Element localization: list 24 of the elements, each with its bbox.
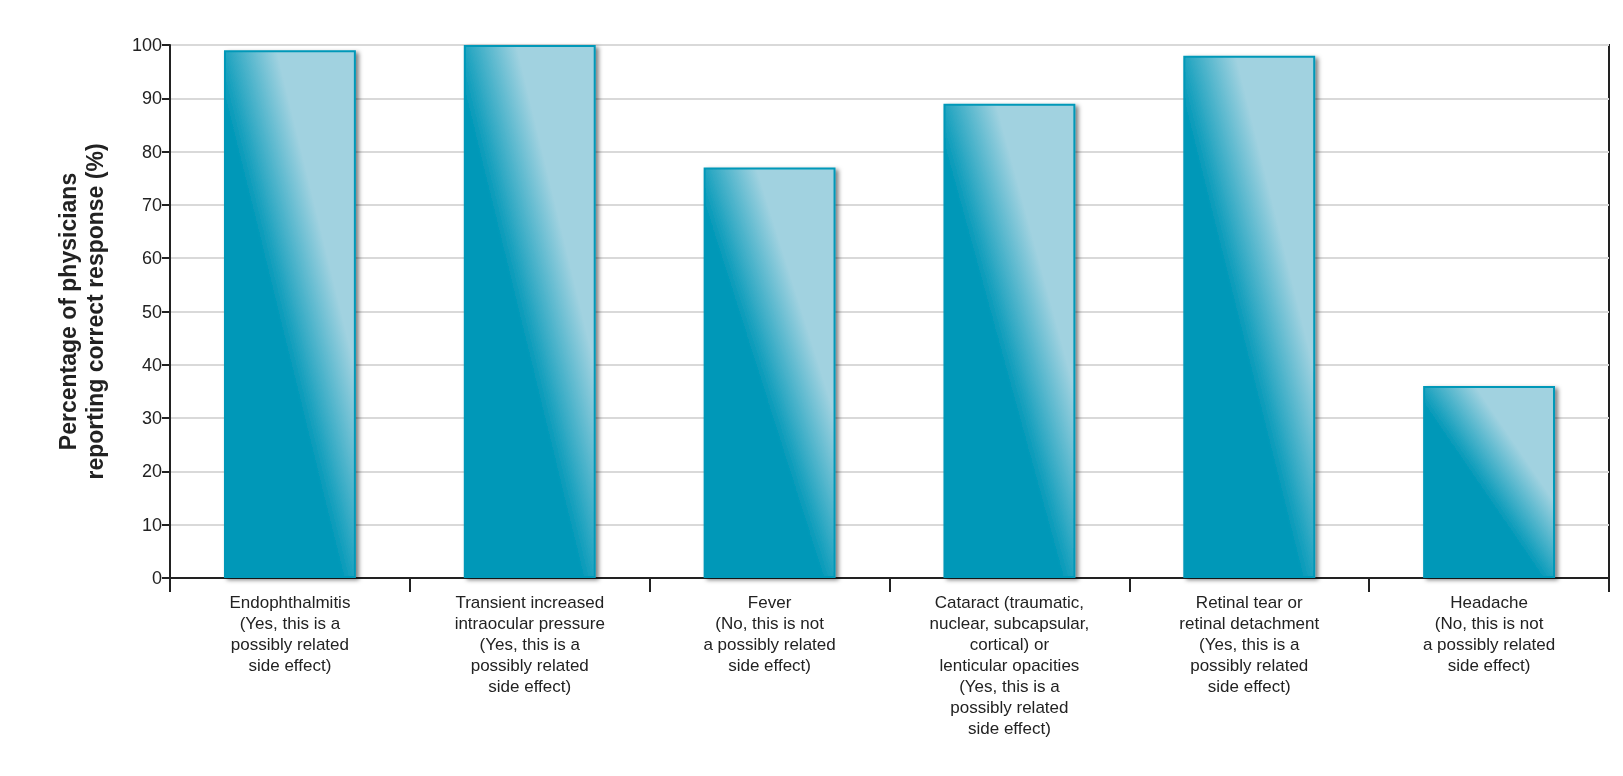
x-tick-label: Headache (No, this is not a possibly related side effect) [1422,593,1556,675]
x-tick-label: Fever (No, this is not a possibly related side effect) [703,593,836,675]
y-axis-title: Percentage of physicians reporting correct response (%) [54,143,108,480]
y-tick-label: 50 [141,301,162,322]
bar [463,45,596,578]
y-tick-label: 80 [141,141,162,162]
bar [943,103,1076,578]
x-tick-label: Endophthalmitis (Yes, this is a possibly related side effect) [229,593,351,675]
y-tick-label: 10 [141,514,162,535]
y-tick-label: 100 [131,35,162,55]
bar [1183,55,1316,578]
y-tick-label: 20 [141,461,162,482]
y-tick-label: 30 [141,408,162,429]
y-tick-label: 40 [141,354,162,375]
bar [703,167,836,578]
bar [1423,386,1556,578]
x-tick-label: Transient increased intraocular pressure (Yes, this is a possibly related side effect) [454,593,605,696]
y-tick-label: 70 [141,194,162,215]
bar [223,50,356,578]
y-tick-label: 90 [141,88,162,109]
y-tick-label: 0 [151,568,162,588]
x-tick-label: Cataract (traumatic, nuclear, subcapsular, cortical) or lenticular opacities (Yes, this is a possibly related side effect) [929,593,1090,738]
x-tick-label: Retinal tear or retinal detachment (Yes, this is a possibly related side effect) [1179,593,1320,696]
y-tick-label: 60 [141,248,162,269]
